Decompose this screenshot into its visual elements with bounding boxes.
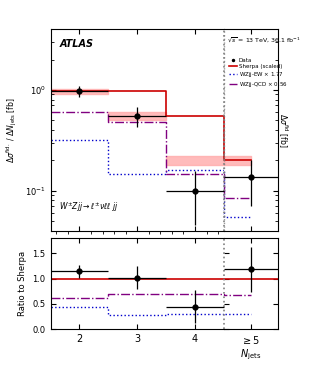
Y-axis label: $\Delta\sigma^{\mathrm{fid}}$ [fb]: $\Delta\sigma^{\mathrm{fid}}$ [fb] bbox=[276, 113, 289, 147]
Y-axis label: Ratio to Sherpa: Ratio to Sherpa bbox=[18, 251, 27, 316]
Text: $W^{\pm}Zjj \rightarrow \ell^{\pm}\nu\ell\ell$ jj: $W^{\pm}Zjj \rightarrow \ell^{\pm}\nu\el… bbox=[59, 201, 118, 214]
X-axis label: $N_{\mathrm{jets}}$: $N_{\mathrm{jets}}$ bbox=[240, 348, 262, 362]
Y-axis label: $\Delta\sigma^{\mathrm{fid.}}$ / $\Delta N_{\mathrm{jets}}$ [fb]: $\Delta\sigma^{\mathrm{fid.}}$ / $\Delta… bbox=[5, 97, 19, 163]
Text: $\sqrt{s}$ = 13 TeV, 36.1 fb$^{-1}$: $\sqrt{s}$ = 13 TeV, 36.1 fb$^{-1}$ bbox=[227, 35, 301, 44]
Legend: Data, Sherpa (scaled), WZjj-EW $\times$ 1.77, WZjj-QCD $\times$ 0.56: Data, Sherpa (scaled), WZjj-EW $\times$ … bbox=[227, 56, 290, 91]
Text: ATLAS: ATLAS bbox=[59, 40, 93, 49]
